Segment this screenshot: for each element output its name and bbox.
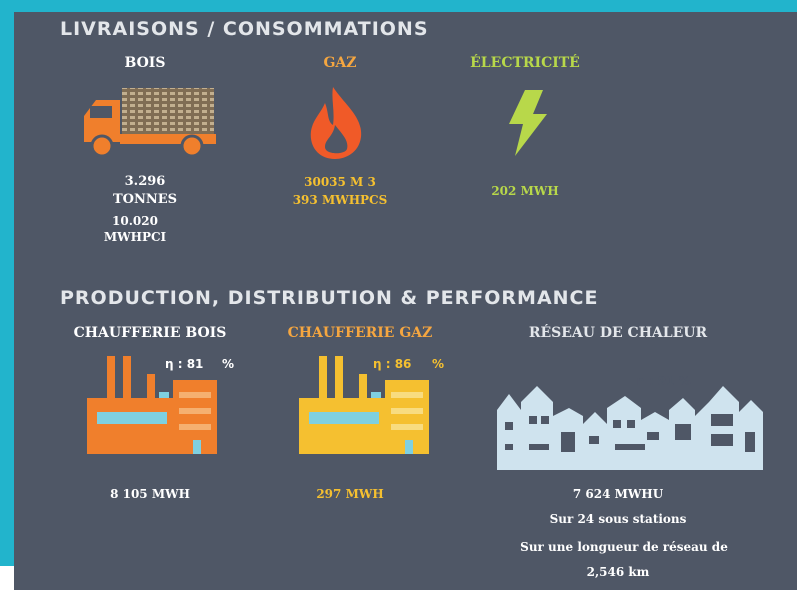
efficiency-unit: %	[432, 357, 444, 371]
frame	[0, 0, 14, 566]
label: CHAUFFERIE GAZ	[288, 325, 433, 341]
value: Sur une longueur de réseau de	[520, 538, 728, 556]
flame-icon	[305, 85, 370, 160]
truck-icon	[82, 86, 217, 158]
value: MWHPCI	[104, 228, 166, 246]
houses-icon	[495, 372, 765, 472]
value: TONNES	[113, 191, 177, 209]
label: RÉSEAU DE CHALEUR	[529, 325, 707, 341]
value: 7 624 MWHU	[573, 485, 663, 503]
efficiency: η : 81	[165, 357, 203, 371]
frame	[0, 0, 797, 12]
value: 393 MWHPCS	[293, 191, 388, 209]
value: 297 MWH	[316, 485, 383, 503]
value: 3.296	[125, 173, 166, 191]
efficiency-unit: %	[222, 357, 234, 371]
label: CHAUFFERIE BOIS	[74, 325, 227, 341]
label: BOIS	[125, 55, 166, 71]
efficiency: η : 91 %	[636, 374, 691, 388]
lightning-icon	[503, 88, 551, 158]
value: 30035 M 3	[304, 173, 376, 191]
section-title: PRODUCTION, DISTRIBUTION & PERFORMANCE	[60, 287, 598, 309]
section-title: LIVRAISONS / CONSOMMATIONS	[60, 18, 429, 40]
value: Sur 24 sous stations	[550, 510, 687, 528]
value: 8 105 MWH	[110, 485, 190, 503]
label: GAZ	[323, 55, 356, 71]
infographic: LIVRAISONS / CONSOMMATIONS BOIS GAZ ÉLEC…	[0, 0, 797, 590]
label: ÉLECTRICITÉ	[470, 55, 580, 71]
value: 202 MWH	[491, 182, 558, 200]
efficiency: η : 86	[373, 357, 411, 371]
factory-icon	[297, 352, 432, 457]
value: 2,546 km	[587, 563, 650, 581]
